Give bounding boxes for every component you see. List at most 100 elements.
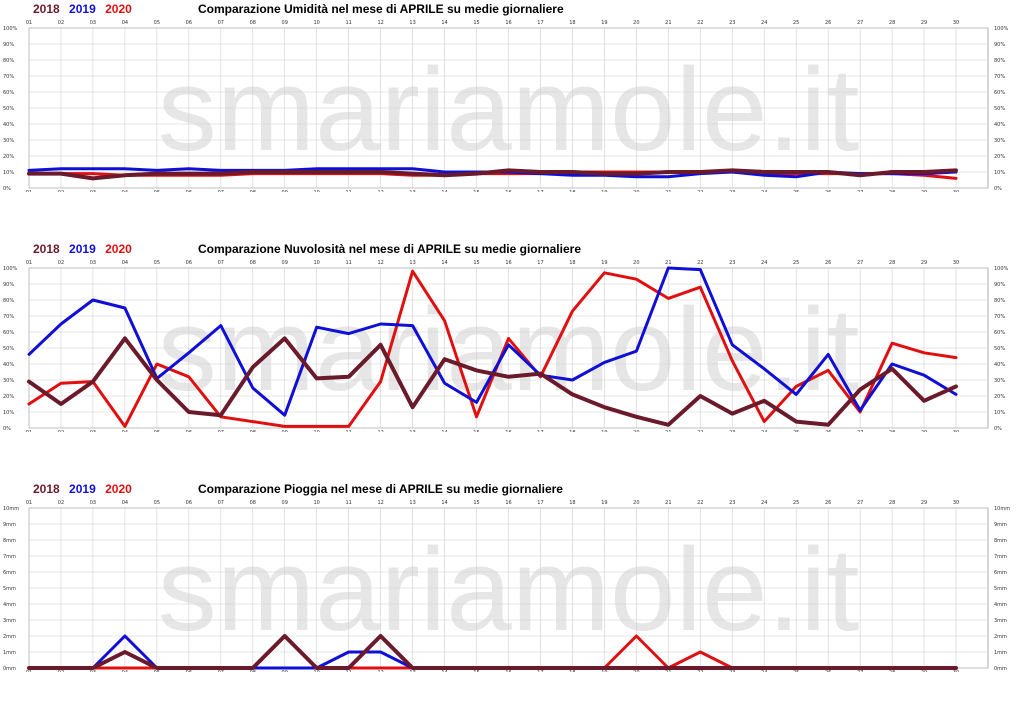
x-tick-label: 16 bbox=[505, 430, 511, 432]
x-tick-label-top: 01 bbox=[26, 500, 32, 506]
x-tick-label-top: 17 bbox=[537, 500, 543, 506]
x-tick-label: 30 bbox=[953, 430, 959, 432]
legend-2020: 2020 bbox=[105, 242, 132, 256]
x-tick-label: 09 bbox=[282, 190, 288, 192]
x-tick-label: 10 bbox=[314, 430, 320, 432]
x-tick-label-top: 06 bbox=[186, 500, 192, 506]
y-tick-label: 0mm bbox=[3, 666, 16, 672]
x-tick-label-top: 28 bbox=[889, 20, 895, 26]
x-tick-label: 19 bbox=[601, 670, 607, 672]
x-tick-label-top: 12 bbox=[377, 260, 383, 266]
x-tick-label: 21 bbox=[665, 190, 671, 192]
x-tick-label-top: 10 bbox=[314, 500, 320, 506]
x-tick-label-top: 09 bbox=[282, 500, 288, 506]
x-tick-label-top: 14 bbox=[441, 500, 447, 506]
x-tick-label-top: 04 bbox=[122, 500, 128, 506]
x-tick-label-top: 08 bbox=[250, 20, 256, 26]
y-tick-label: 10% bbox=[3, 170, 14, 176]
y-tick-label-right: 0% bbox=[994, 426, 1002, 432]
x-tick-label-top: 28 bbox=[889, 260, 895, 266]
y-tick-label-right: 10mm bbox=[994, 506, 1010, 512]
x-tick-label-top: 08 bbox=[250, 500, 256, 506]
y-tick-label-right: 50% bbox=[994, 346, 1005, 352]
x-tick-label-top: 05 bbox=[154, 500, 160, 506]
x-tick-label: 23 bbox=[729, 190, 735, 192]
x-tick-label-top: 02 bbox=[58, 500, 64, 506]
x-tick-label-top: 17 bbox=[537, 20, 543, 26]
y-tick-label-right: 2mm bbox=[994, 634, 1007, 640]
x-tick-label-top: 30 bbox=[953, 20, 959, 26]
x-tick-label-top: 23 bbox=[729, 500, 735, 506]
x-tick-label: 08 bbox=[250, 670, 256, 672]
x-tick-label: 14 bbox=[441, 190, 447, 192]
x-tick-label: 29 bbox=[921, 670, 927, 672]
humidity-chart: smariamole.it0% 0%10% 10%20% 20%30% 30%40% 40… bbox=[3, 20, 1009, 192]
y-tick-label: 100% bbox=[3, 26, 18, 32]
x-tick-label-top: 10 bbox=[314, 20, 320, 26]
x-tick-label: 07 bbox=[218, 190, 224, 192]
x-tick-label-top: 14 bbox=[441, 20, 447, 26]
legend-2019: 2019 bbox=[69, 2, 96, 16]
legend: 2018 2019 2020 bbox=[33, 242, 138, 256]
x-tick-label-top: 02 bbox=[58, 20, 64, 26]
x-tick-label: 11 bbox=[345, 670, 351, 672]
y-tick-label-right: 70% bbox=[994, 74, 1005, 80]
y-tick-label-right: 0mm bbox=[994, 666, 1007, 672]
x-tick-label: 24 bbox=[761, 670, 767, 672]
legend-2019: 2019 bbox=[69, 242, 96, 256]
legend-2018: 2018 bbox=[33, 482, 60, 496]
x-tick-label-top: 03 bbox=[90, 260, 96, 266]
cloud-chart: smariamole.it0% 0%10% 10%20% 20%30% 30%40% 40… bbox=[3, 260, 1009, 432]
y-tick-label: 0% bbox=[3, 426, 11, 432]
x-tick-label: 12 bbox=[377, 670, 383, 672]
x-tick-label: 18 bbox=[569, 190, 575, 192]
y-tick-label: 6mm bbox=[3, 570, 16, 576]
y-tick-label-right: 60% bbox=[994, 330, 1005, 336]
y-tick-label: 80% bbox=[3, 298, 14, 304]
x-tick-label: 15 bbox=[473, 670, 479, 672]
x-tick-label-top: 30 bbox=[953, 260, 959, 266]
x-tick-label-top: 21 bbox=[665, 260, 671, 266]
y-tick-label: 3mm bbox=[3, 618, 16, 624]
x-tick-label-top: 07 bbox=[218, 260, 224, 266]
x-tick-label-top: 05 bbox=[154, 260, 160, 266]
x-tick-label: 04 bbox=[122, 670, 128, 672]
x-tick-label-top: 29 bbox=[921, 260, 927, 266]
rain-panel: 2018 2019 2020 Comparazione Pioggia nel … bbox=[0, 482, 1024, 672]
x-tick-label: 20 bbox=[633, 190, 639, 192]
y-tick-label-right: 100% bbox=[994, 266, 1009, 272]
x-tick-label-top: 13 bbox=[409, 500, 415, 506]
x-tick-label: 09 bbox=[282, 430, 288, 432]
x-tick-label: 17 bbox=[537, 190, 543, 192]
x-tick-label-top: 01 bbox=[26, 260, 32, 266]
y-tick-label-right: 20% bbox=[994, 394, 1005, 400]
x-tick-label: 04 bbox=[122, 190, 128, 192]
x-tick-label: 29 bbox=[921, 430, 927, 432]
x-tick-label-top: 16 bbox=[505, 500, 511, 506]
x-tick-label: 10 bbox=[314, 190, 320, 192]
x-tick-label-top: 20 bbox=[633, 260, 639, 266]
x-tick-label-top: 20 bbox=[633, 500, 639, 506]
x-tick-label-top: 06 bbox=[186, 260, 192, 266]
y-tick-label-right: 50% bbox=[994, 106, 1005, 112]
x-tick-label: 24 bbox=[761, 430, 767, 432]
x-tick-label: 02 bbox=[58, 190, 64, 192]
x-tick-label-top: 15 bbox=[473, 260, 479, 266]
x-tick-label-top: 23 bbox=[729, 20, 735, 26]
x-tick-label: 29 bbox=[921, 190, 927, 192]
x-tick-label-top: 11 bbox=[345, 260, 351, 266]
x-tick-label-top: 06 bbox=[186, 20, 192, 26]
x-tick-label: 07 bbox=[218, 430, 224, 432]
y-tick-label: 30% bbox=[3, 378, 14, 384]
x-tick-label: 20 bbox=[633, 430, 639, 432]
x-tick-label: 11 bbox=[345, 430, 351, 432]
x-tick-label: 25 bbox=[793, 430, 799, 432]
x-tick-label: 27 bbox=[857, 670, 863, 672]
series-line-2018 bbox=[27, 168, 958, 181]
x-tick-label: 13 bbox=[409, 670, 415, 672]
x-tick-label-top: 25 bbox=[793, 20, 799, 26]
x-tick-label: 18 bbox=[569, 430, 575, 432]
x-tick-label-top: 03 bbox=[90, 20, 96, 26]
x-tick-label: 06 bbox=[186, 190, 192, 192]
